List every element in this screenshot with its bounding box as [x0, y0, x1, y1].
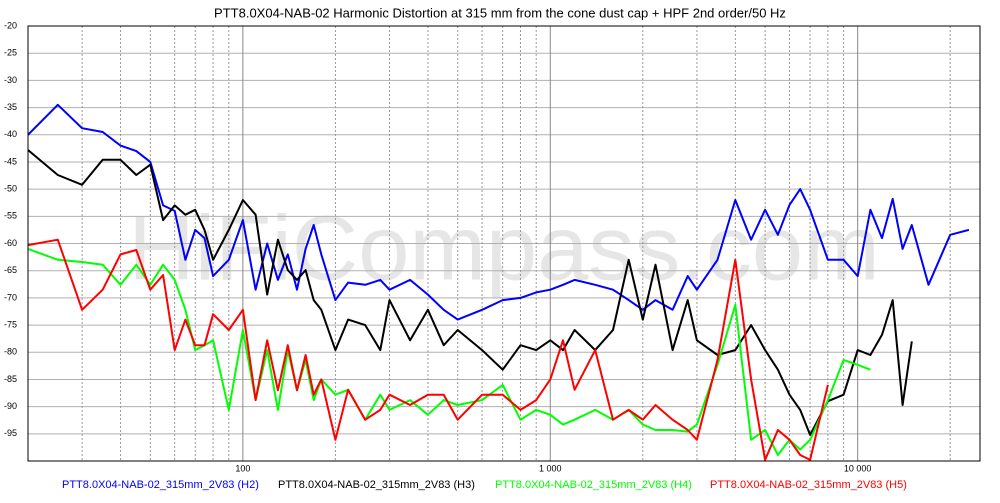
legend-label: PTT8.0X04-NAB-02_315mm_2V83 (H2) — [62, 479, 259, 491]
series-line — [27, 149, 913, 436]
y-tick-label: -20 — [4, 20, 17, 30]
y-tick-label: -65 — [4, 265, 17, 275]
y-tick-label: -25 — [4, 48, 17, 58]
y-tick-label: -90 — [4, 401, 17, 411]
plot-border — [27, 25, 981, 462]
legend-label: PTT8.0X04-NAB-02_315mm_2V83 (H5) — [710, 479, 907, 491]
y-tick-label: -45 — [4, 156, 17, 166]
y-tick-label: -60 — [4, 238, 17, 248]
x-tick-label: 10 000 — [844, 463, 872, 473]
y-tick-label: -40 — [4, 129, 17, 139]
y-tick-label: -30 — [4, 75, 17, 85]
series-line — [27, 238, 829, 461]
y-tick-label: -70 — [4, 292, 17, 302]
series-line — [27, 103, 970, 321]
x-tick-label: 1 000 — [539, 463, 562, 473]
y-tick-label: -95 — [4, 428, 17, 438]
y-tick-label: -80 — [4, 347, 17, 357]
chart-title: PTT8.0X04-NAB-02 Harmonic Distortion at … — [214, 5, 786, 20]
y-tick-label: -85 — [4, 374, 17, 384]
y-tick-label: -75 — [4, 319, 17, 329]
y-tick-label: -55 — [4, 211, 17, 221]
legend-label: PTT8.0X04-NAB-02_315mm_2V83 (H4) — [495, 479, 692, 491]
x-tick-label: 100 — [235, 463, 250, 473]
legend-label: PTT8.0X04-NAB-02_315mm_2V83 (H3) — [278, 479, 475, 491]
y-tick-label: -50 — [4, 184, 17, 194]
y-tick-label: -35 — [4, 102, 17, 112]
